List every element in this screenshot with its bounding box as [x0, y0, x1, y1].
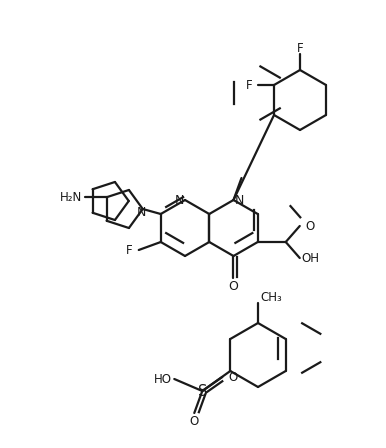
Text: N: N	[174, 194, 184, 207]
Text: O: O	[228, 370, 237, 383]
Text: F: F	[245, 78, 252, 91]
Text: F: F	[126, 244, 133, 257]
Text: HO: HO	[154, 372, 172, 385]
Text: O: O	[229, 280, 239, 293]
Text: H₂N: H₂N	[60, 191, 83, 204]
Text: F: F	[297, 42, 303, 55]
Text: S: S	[198, 383, 207, 399]
Text: O: O	[190, 414, 199, 427]
Text: CH₃: CH₃	[260, 290, 282, 303]
Text: N: N	[235, 194, 244, 207]
Text: N: N	[137, 206, 146, 219]
Text: O: O	[306, 220, 315, 233]
Text: OH: OH	[302, 251, 320, 264]
